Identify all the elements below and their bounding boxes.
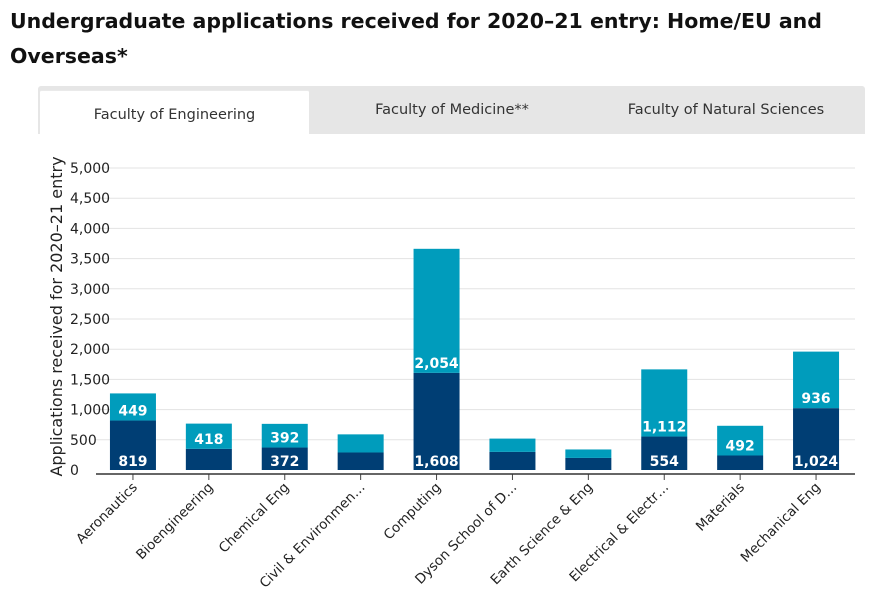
bar-overseas	[413, 248, 460, 373]
y-tick-label: 4,000	[70, 221, 110, 237]
x-category-label: Bioengineering	[133, 480, 216, 563]
y-tick-label: 500	[70, 433, 97, 449]
x-category-label: Chemical Eng	[216, 480, 293, 557]
faculty-tab-bar: Faculty of Engineering Faculty of Medici…	[38, 86, 865, 139]
data-label-home-eu: 372	[270, 454, 299, 470]
bar-home-eu	[261, 447, 308, 470]
y-tick-label: 3,000	[70, 282, 110, 298]
data-label-overseas: 1,112	[642, 420, 686, 436]
y-tick-label: 0	[70, 463, 79, 479]
bar-home-eu	[641, 436, 688, 470]
y-tick-label: 4,500	[70, 191, 110, 207]
bar-overseas	[793, 351, 840, 409]
bar-home-eu	[185, 448, 232, 470]
data-label-overseas: 392	[270, 431, 299, 447]
data-label-overseas: 418	[194, 432, 223, 448]
bar-home-eu	[793, 408, 840, 470]
bar-overseas	[185, 423, 232, 449]
tab-faculty-of-natural-sciences[interactable]: Faculty of Natural Sciences	[627, 102, 825, 118]
data-label-home-eu: 554	[650, 454, 679, 470]
data-label-overseas: 449	[118, 404, 147, 420]
bar-overseas	[717, 425, 764, 456]
bar-overseas	[565, 449, 612, 458]
y-tick-label: 1,000	[70, 403, 110, 419]
bar-home-eu	[337, 452, 384, 470]
bar-overseas	[337, 434, 384, 453]
bar-overseas	[109, 393, 156, 421]
x-category-label: Mechanical Eng	[738, 480, 824, 566]
bar-home-eu	[109, 420, 156, 470]
data-label-home-eu: 819	[118, 454, 147, 470]
data-label-overseas: 936	[801, 391, 830, 407]
data-label-home-eu: 1,024	[794, 454, 839, 470]
bar-home-eu	[489, 451, 536, 470]
y-tick-label: 5,000	[70, 161, 110, 177]
chart-title: Undergraduate applications received for …	[10, 9, 822, 68]
bar-overseas	[641, 369, 688, 437]
x-category-label: Materials	[693, 480, 748, 535]
bar-home-eu	[565, 457, 612, 470]
y-tick-label: 3,500	[70, 252, 110, 268]
y-tick-label: 2,500	[70, 312, 110, 328]
bar-home-eu	[717, 455, 764, 470]
bar-overseas	[261, 423, 308, 448]
data-label-home-eu: 1,608	[414, 454, 458, 470]
data-label-overseas: 492	[726, 439, 755, 455]
bar-overseas	[489, 438, 536, 452]
tab-faculty-of-engineering[interactable]: Faculty of Engineering	[40, 90, 309, 139]
x-category-label: Computing	[381, 480, 445, 544]
bar-home-eu	[413, 372, 460, 470]
tab-faculty-of-medicine[interactable]: Faculty of Medicine**	[375, 102, 529, 118]
y-tick-label: 1,500	[70, 372, 110, 388]
y-axis-label: Applications received for 2020–21 entry	[47, 156, 66, 476]
x-category-label: Aeronautics	[73, 480, 141, 548]
y-tick-label: 2,000	[70, 342, 110, 358]
data-label-overseas: 2,054	[414, 356, 459, 372]
